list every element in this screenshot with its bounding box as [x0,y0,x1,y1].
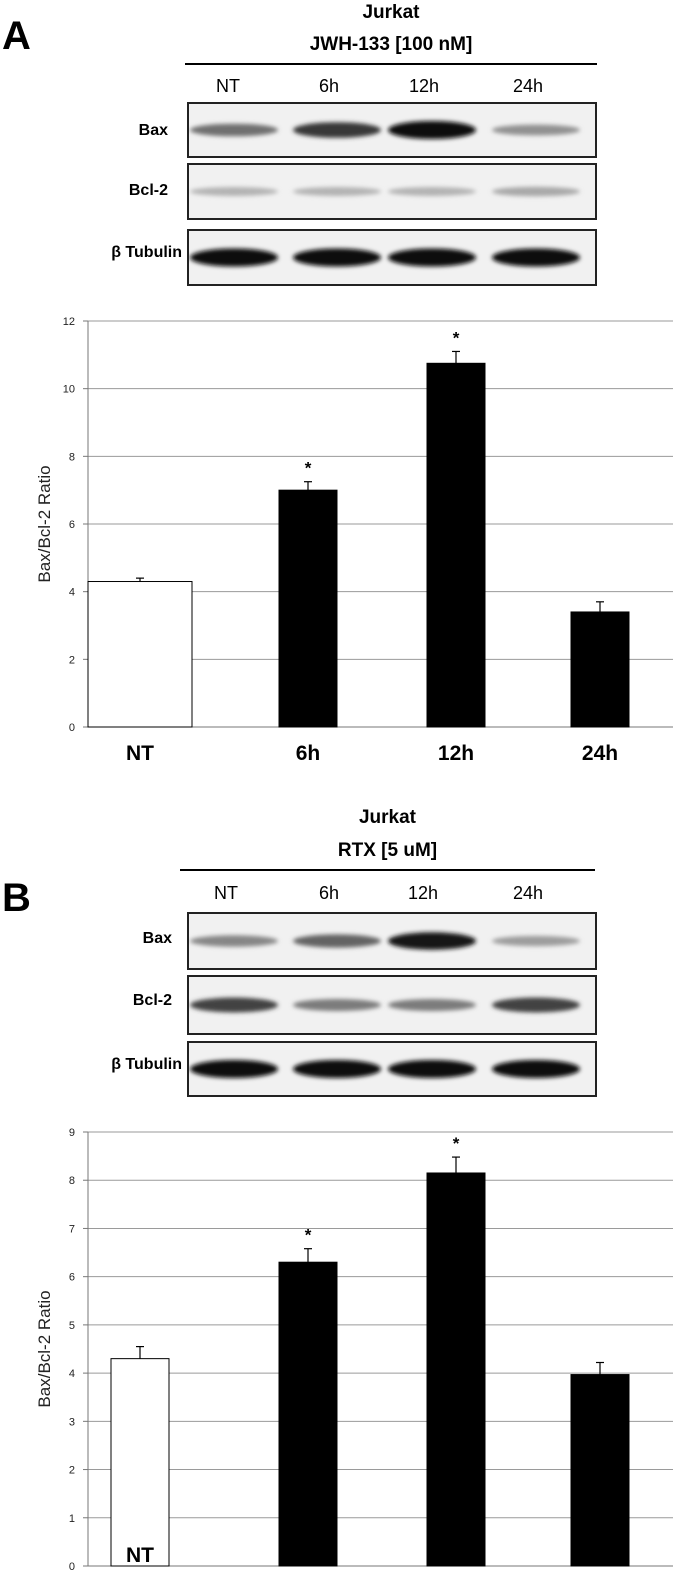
panel-a-row-label-tubulin: β Tubulin [111,244,182,261]
panel-a-blot-bcl2 [187,163,597,220]
panel-a-lane-nt: NT [216,76,240,96]
blot-band-0 [190,935,278,947]
panel-b-row-label-bax: Bax [142,930,172,947]
panel-b-title-line1: Jurkat [358,807,417,828]
panel-a-bar-chart: 0 2 4 6 8 10 12 Bax/Bcl-2 Ratio NT * 6h * 12h 24h [35,316,673,765]
panel-a-title-rule [185,63,597,65]
x-category-label-12h: 12h [438,742,474,765]
panel-a-lane-12h: 12h [408,76,440,96]
significance-marker-6h: * [305,459,312,478]
bar-6h [278,489,338,728]
bar-6h [278,1261,338,1567]
blot-band-1 [293,999,381,1011]
blot-band-3 [492,186,580,197]
panel-a-title-line2: JWH-133 [100 nM] [309,34,473,55]
panel-b-blot-bcl2 [187,975,597,1035]
blot-band-0 [190,123,278,137]
x-category-label-12h: 12h [438,1544,474,1567]
panel-b-title-rule [180,869,595,871]
blot-band-2 [388,1060,476,1078]
panel-a-row-label-bax: Bax [138,122,168,139]
y-tick-label-5: 10 [63,384,75,396]
bar-12h [426,1172,486,1567]
panel-b-row-label-tubulin: β Tubulin [111,1056,182,1073]
panel-a-title-line1: Jurkat [362,2,420,23]
significance-marker-12h: * [453,1134,460,1153]
panel-letter-a: A [2,14,31,58]
y-tick-label-3: 3 [69,1416,75,1428]
blot-band-1 [293,122,381,138]
blot-band-0 [190,1060,278,1078]
bar-NT [87,581,193,728]
y-tick-label-3: 6 [69,519,75,531]
blot-band-0 [190,248,278,267]
x-category-label-6h: 6h [296,1544,321,1567]
bar-24h [570,1374,630,1567]
blot-band-2 [388,248,476,267]
x-category-label-6h: 6h [296,742,321,765]
y-tick-label-6: 12 [63,316,75,328]
panel-b-title-line2: RTX [5 uM] [337,840,438,861]
y-tick-label-7: 7 [69,1223,75,1235]
panel-b-lane-24h: 24h [512,883,544,903]
significance-marker-6h: * [305,1226,312,1245]
x-category-label-NT: NT [126,742,154,765]
blot-band-1 [293,248,381,267]
panel-a-lane-6h: 6h [318,76,340,96]
bar-NT [110,1358,170,1567]
panel-a-blot-bax [187,102,597,158]
blot-band-2 [388,187,476,196]
panel-b-lane-nt: NT [214,883,238,903]
blot-band-3 [492,997,580,1013]
y-tick-label-8: 8 [69,1175,75,1187]
blot-band-2 [388,999,476,1011]
blot-band-1 [293,934,381,948]
y-axis-title: Bax/Bcl-2 Ratio [35,1290,54,1407]
y-tick-label-5: 5 [69,1320,75,1332]
blot-band-2 [388,121,476,139]
x-category-label-24h: 24h [582,1544,618,1567]
blot-band-3 [492,1060,580,1078]
y-tick-label-4: 8 [69,451,75,463]
blot-band-1 [293,1060,381,1078]
x-category-label-NT: NT [126,1544,154,1567]
panel-b-row-label-bcl2: Bcl-2 [132,992,172,1009]
x-category-label-24h: 24h [582,742,618,765]
panel-a-row-label-bcl2: Bcl-2 [128,182,168,199]
blot-band-1 [293,187,381,196]
panel-b-lane-6h: 6h [318,883,340,903]
blot-band-0 [190,997,278,1013]
blot-band-2 [388,932,476,950]
significance-marker-12h: * [453,328,460,347]
y-tick-label-1: 1 [69,1513,75,1525]
panel-b-blot-tubulin [187,1041,597,1097]
y-tick-label-0: 0 [69,1561,75,1573]
y-tick-label-9: 9 [69,1127,75,1139]
y-axis-title: Bax/Bcl-2 Ratio [35,465,54,582]
bar-24h [570,611,630,728]
panel-b-bar-chart: 0 1 2 3 4 5 6 7 8 9 Bax/Bcl-2 Ratio NT * 6h * 12h 24h [35,1127,673,1573]
blot-band-0 [190,187,278,196]
y-tick-label-0: 0 [69,722,75,734]
panel-a-blot-tubulin [187,229,597,286]
panel-letter-b: B [2,876,31,920]
y-tick-label-1: 2 [69,654,75,666]
y-tick-label-2: 2 [69,1465,75,1477]
blot-band-3 [492,124,580,136]
y-tick-label-2: 4 [69,587,75,599]
y-tick-label-4: 4 [69,1368,75,1380]
panel-a-lane-24h: 24h [512,76,544,96]
bar-12h [426,362,486,728]
blot-band-3 [492,248,580,267]
panel-b-blot-bax [187,912,597,970]
y-tick-label-6: 6 [69,1272,75,1284]
blot-band-3 [492,935,580,947]
panel-b-lane-12h: 12h [407,883,439,903]
